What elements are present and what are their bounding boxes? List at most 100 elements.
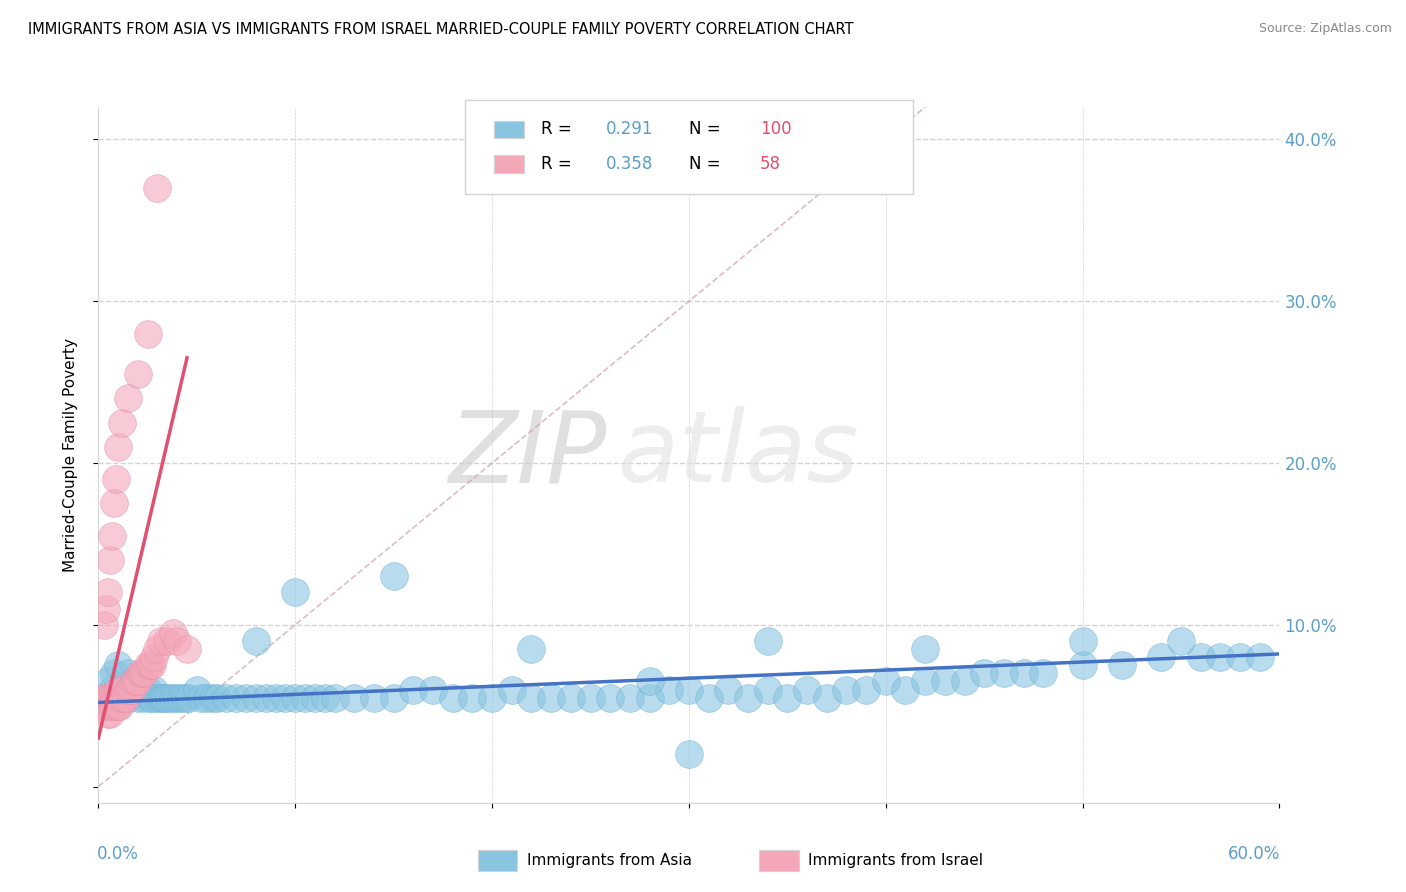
Point (125, 682, 148, 697)
Point (756, 682, 779, 697)
Point (756, 634, 779, 648)
Point (1229, 650, 1251, 665)
Point (98, 706, 121, 721)
Point (1012, 666, 1035, 681)
Point (152, 690, 174, 705)
Point (98, 690, 121, 705)
Point (1209, 650, 1232, 665)
Point (1111, 658, 1133, 673)
Point (127, 690, 149, 705)
Point (146, 690, 169, 705)
Point (579, 690, 602, 705)
Point (107, 682, 129, 697)
Point (190, 690, 212, 705)
Text: ZIP: ZIP (449, 407, 606, 503)
Point (162, 626, 184, 640)
Point (422, 682, 444, 697)
Point (835, 682, 858, 697)
Point (323, 690, 346, 705)
Text: 100: 100 (759, 120, 792, 138)
Point (162, 690, 184, 705)
Point (382, 690, 405, 705)
Text: IMMIGRANTS FROM ASIA VS IMMIGRANTS FROM ISRAEL MARRIED-COUPLE FAMILY POVERTY COR: IMMIGRANTS FROM ASIA VS IMMIGRANTS FROM … (28, 22, 853, 37)
Point (117, 666, 139, 681)
Point (91, 698, 114, 713)
Point (107, 658, 129, 673)
Text: Source: ZipAtlas.com: Source: ZipAtlas.com (1258, 22, 1392, 36)
Point (245, 634, 267, 648)
Point (101, 698, 124, 713)
Point (103, 496, 125, 510)
Point (118, 682, 141, 697)
Point (93, 617, 115, 632)
Point (1249, 650, 1271, 665)
Point (105, 698, 128, 713)
Point (96, 601, 118, 615)
Text: N =: N = (689, 155, 725, 173)
Point (461, 690, 484, 705)
Point (97, 674, 120, 689)
Point (117, 682, 139, 697)
Point (343, 690, 366, 705)
Point (96, 690, 118, 705)
Point (195, 690, 218, 705)
Point (174, 690, 197, 705)
Point (697, 690, 720, 705)
Point (776, 690, 799, 705)
Point (638, 690, 661, 705)
Point (245, 690, 267, 705)
Point (1150, 650, 1173, 665)
Point (170, 690, 193, 705)
Text: 0.0%: 0.0% (97, 845, 139, 863)
Point (520, 690, 543, 705)
Text: 0.358: 0.358 (606, 155, 654, 173)
Point (98, 698, 121, 713)
Point (304, 690, 326, 705)
Point (678, 747, 700, 762)
Text: R =: R = (541, 120, 578, 138)
Point (155, 690, 177, 705)
Point (737, 690, 759, 705)
FancyBboxPatch shape (494, 155, 523, 173)
Point (117, 690, 139, 705)
Point (136, 658, 159, 673)
Point (141, 658, 163, 673)
Point (142, 682, 165, 697)
Point (131, 682, 153, 697)
Point (717, 682, 740, 697)
FancyBboxPatch shape (494, 120, 523, 138)
Point (97, 706, 120, 721)
Point (914, 642, 936, 657)
FancyBboxPatch shape (464, 100, 914, 194)
Point (112, 690, 135, 705)
Point (619, 690, 641, 705)
Point (101, 529, 124, 543)
Point (520, 642, 543, 657)
Point (138, 658, 160, 673)
Point (136, 326, 159, 341)
Point (953, 674, 976, 689)
Point (127, 674, 149, 689)
Point (132, 666, 155, 681)
Point (111, 416, 134, 430)
Point (107, 690, 129, 705)
Point (177, 690, 200, 705)
Point (875, 674, 897, 689)
Point (1071, 658, 1094, 673)
Point (186, 682, 208, 697)
Point (127, 367, 149, 381)
Point (146, 181, 169, 195)
Point (1189, 650, 1212, 665)
Text: R =: R = (541, 155, 578, 173)
Point (481, 690, 503, 705)
Point (441, 690, 464, 705)
Point (136, 682, 159, 697)
Point (402, 682, 425, 697)
Point (215, 690, 238, 705)
Point (166, 634, 188, 648)
Point (98, 553, 121, 567)
Point (105, 472, 128, 486)
Point (284, 690, 307, 705)
Point (201, 690, 224, 705)
Point (107, 440, 129, 454)
